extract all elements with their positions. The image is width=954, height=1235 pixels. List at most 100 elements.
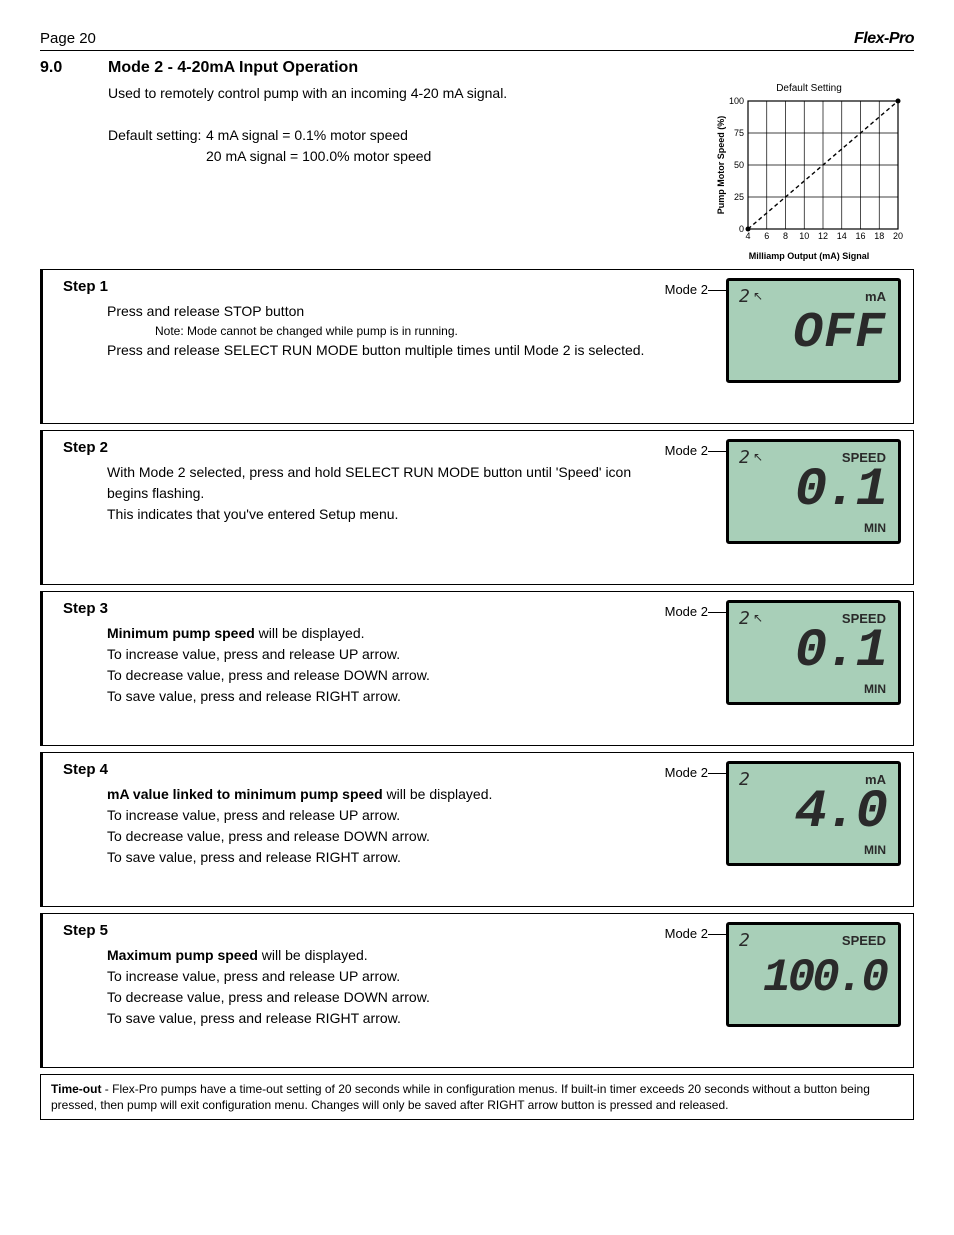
svg-text:0: 0 — [739, 224, 744, 234]
svg-text:25: 25 — [734, 192, 744, 202]
lcd-display: 2↖SPEED0.1MIN — [726, 600, 901, 705]
lcd-mode-num: 2 — [739, 286, 750, 307]
timeout-label: Time-out — [51, 1082, 101, 1096]
lcd-arrow-icon: ↖ — [753, 611, 763, 625]
step-title: Step 1 — [63, 278, 655, 295]
brand-logo: Flex-Pro — [854, 30, 914, 48]
step-line: Press and release STOP button — [107, 301, 655, 322]
svg-text:6: 6 — [764, 231, 769, 241]
lcd-arrow-icon: ↖ — [753, 289, 763, 303]
lcd-top-label: SPEED — [842, 933, 886, 948]
lcd-main-value: 0.1 — [739, 625, 886, 679]
step-body: With Mode 2 selected, press and hold SEL… — [107, 462, 655, 525]
step-line: To save value, press and release RIGHT a… — [107, 847, 655, 868]
steps-list: Step 1 Press and release STOP buttonNote:… — [40, 269, 914, 1068]
svg-text:75: 75 — [734, 128, 744, 138]
chart-svg: 4 6 8 10 12 14 16 18 20 0 25 50 75 100Pump Motor Spee… — [714, 95, 904, 245]
chart-x-label: Milliamp Output (mA) Signal — [714, 251, 904, 261]
timeout-note: Time-out - Flex-Pro pumps have a time-ou… — [40, 1074, 914, 1120]
step-box: Step 3 Minimum pump speed will be display… — [40, 591, 914, 746]
svg-text:4: 4 — [745, 231, 750, 241]
step-line: With Mode 2 selected, press and hold SEL… — [107, 462, 655, 504]
svg-text:50: 50 — [734, 160, 744, 170]
svg-text:Pump Motor Speed (%): Pump Motor Speed (%) — [716, 116, 726, 215]
lcd-wrap: Mode 2 2 SPEED 100.0 — [665, 922, 901, 1027]
lcd-bottom-label: MIN — [864, 682, 886, 696]
mode-pointer-line — [708, 934, 726, 935]
intro-text: Used to remotely control pump with an in… — [108, 83, 507, 167]
intro-line: Used to remotely control pump with an in… — [108, 83, 507, 104]
lcd-main-value: OFF — [739, 309, 886, 359]
lcd-display: 2mA4.0MIN — [726, 761, 901, 866]
step-body: mA value linked to minimum pump speed wi… — [107, 784, 655, 868]
mode-label: Mode 2 — [665, 926, 708, 941]
lcd-wrap: Mode 2 2↖ mA OFF — [665, 278, 901, 383]
step-line: To decrease value, press and release DOW… — [107, 987, 655, 1008]
step-line: To save value, press and release RIGHT a… — [107, 686, 655, 707]
default-label: Default setting: — [108, 125, 206, 146]
lcd-main-value: 100.0 — [739, 955, 886, 1001]
step-box: Step 5 Maximum pump speed will be display… — [40, 913, 914, 1068]
step-box: Step 4 mA value linked to minimum pump sp… — [40, 752, 914, 907]
step-line: To increase value, press and release UP … — [107, 966, 655, 987]
default-setting-chart: Default Setting 4 6 8 10 12 14 16 18 20 0 25 50 75 10… — [714, 83, 904, 261]
mode-label: Mode 2 — [665, 443, 708, 458]
step-line: Minimum pump speed will be displayed. — [107, 623, 655, 644]
mode-pointer-line — [708, 451, 726, 452]
chart-title: Default Setting — [714, 83, 904, 94]
step-line: Maximum pump speed will be displayed. — [107, 945, 655, 966]
lcd-main-value: 0.1 — [739, 464, 886, 518]
mode-label: Mode 2 — [665, 604, 708, 619]
step-line: To save value, press and release RIGHT a… — [107, 1008, 655, 1029]
step-body: Maximum pump speed will be displayed.To … — [107, 945, 655, 1029]
svg-text:18: 18 — [874, 231, 884, 241]
svg-text:20: 20 — [893, 231, 903, 241]
mode-pointer-line — [708, 773, 726, 774]
intro-block: Used to remotely control pump with an in… — [40, 83, 914, 261]
section-title: Mode 2 - 4-20mA Input Operation — [108, 59, 358, 77]
step-title: Step 5 — [63, 922, 655, 939]
step-body: Press and release STOP buttonNote: Mode … — [107, 301, 655, 361]
lcd-top-label: mA — [865, 289, 886, 304]
mode-pointer-line — [708, 612, 726, 613]
mode-label: Mode 2 — [665, 765, 708, 780]
lcd-bottom-label: MIN — [864, 843, 886, 857]
lcd-display: 2 SPEED 100.0 — [726, 922, 901, 1027]
svg-text:16: 16 — [855, 231, 865, 241]
page-number: Page 20 — [40, 30, 96, 47]
step-line: To increase value, press and release UP … — [107, 805, 655, 826]
mode-pointer-line — [708, 290, 726, 291]
section-heading: 9.0 Mode 2 - 4-20mA Input Operation — [40, 59, 914, 77]
section-number: 9.0 — [40, 59, 84, 77]
default-line-1: 4 mA signal = 0.1% motor speed — [206, 125, 408, 146]
step-title: Step 3 — [63, 600, 655, 617]
page-header: Page 20 Flex-Pro — [40, 30, 914, 51]
lcd-arrow-icon: ↖ — [753, 450, 763, 464]
svg-text:10: 10 — [799, 231, 809, 241]
lcd-wrap: Mode 22mA4.0MIN — [665, 761, 901, 866]
step-box: Step 1 Press and release STOP buttonNote:… — [40, 269, 914, 424]
step-line: mA value linked to minimum pump speed wi… — [107, 784, 655, 805]
svg-text:12: 12 — [818, 231, 828, 241]
lcd-display: 2↖ mA OFF — [726, 278, 901, 383]
lcd-wrap: Mode 22↖SPEED0.1MIN — [665, 600, 901, 705]
step-line: This indicates that you've entered Setup… — [107, 504, 655, 525]
step-title: Step 2 — [63, 439, 655, 456]
step-line: To decrease value, press and release DOW… — [107, 665, 655, 686]
step-line: Press and release SELECT RUN MODE button… — [107, 340, 655, 361]
lcd-mode-num: 2 — [739, 930, 750, 951]
lcd-wrap: Mode 22↖SPEED0.1MIN — [665, 439, 901, 544]
svg-text:14: 14 — [837, 231, 847, 241]
svg-text:100: 100 — [729, 96, 744, 106]
svg-text:8: 8 — [783, 231, 788, 241]
step-line: To increase value, press and release UP … — [107, 644, 655, 665]
default-line-2: 20 mA signal = 100.0% motor speed — [206, 146, 431, 167]
lcd-bottom-label: MIN — [864, 521, 886, 535]
mode-label: Mode 2 — [665, 282, 708, 297]
lcd-display: 2↖SPEED0.1MIN — [726, 439, 901, 544]
step-line: Note: Mode cannot be changed while pump … — [155, 322, 655, 340]
step-box: Step 2 With Mode 2 selected, press and ho… — [40, 430, 914, 585]
step-title: Step 4 — [63, 761, 655, 778]
step-body: Minimum pump speed will be displayed.To … — [107, 623, 655, 707]
lcd-main-value: 4.0 — [739, 786, 886, 840]
